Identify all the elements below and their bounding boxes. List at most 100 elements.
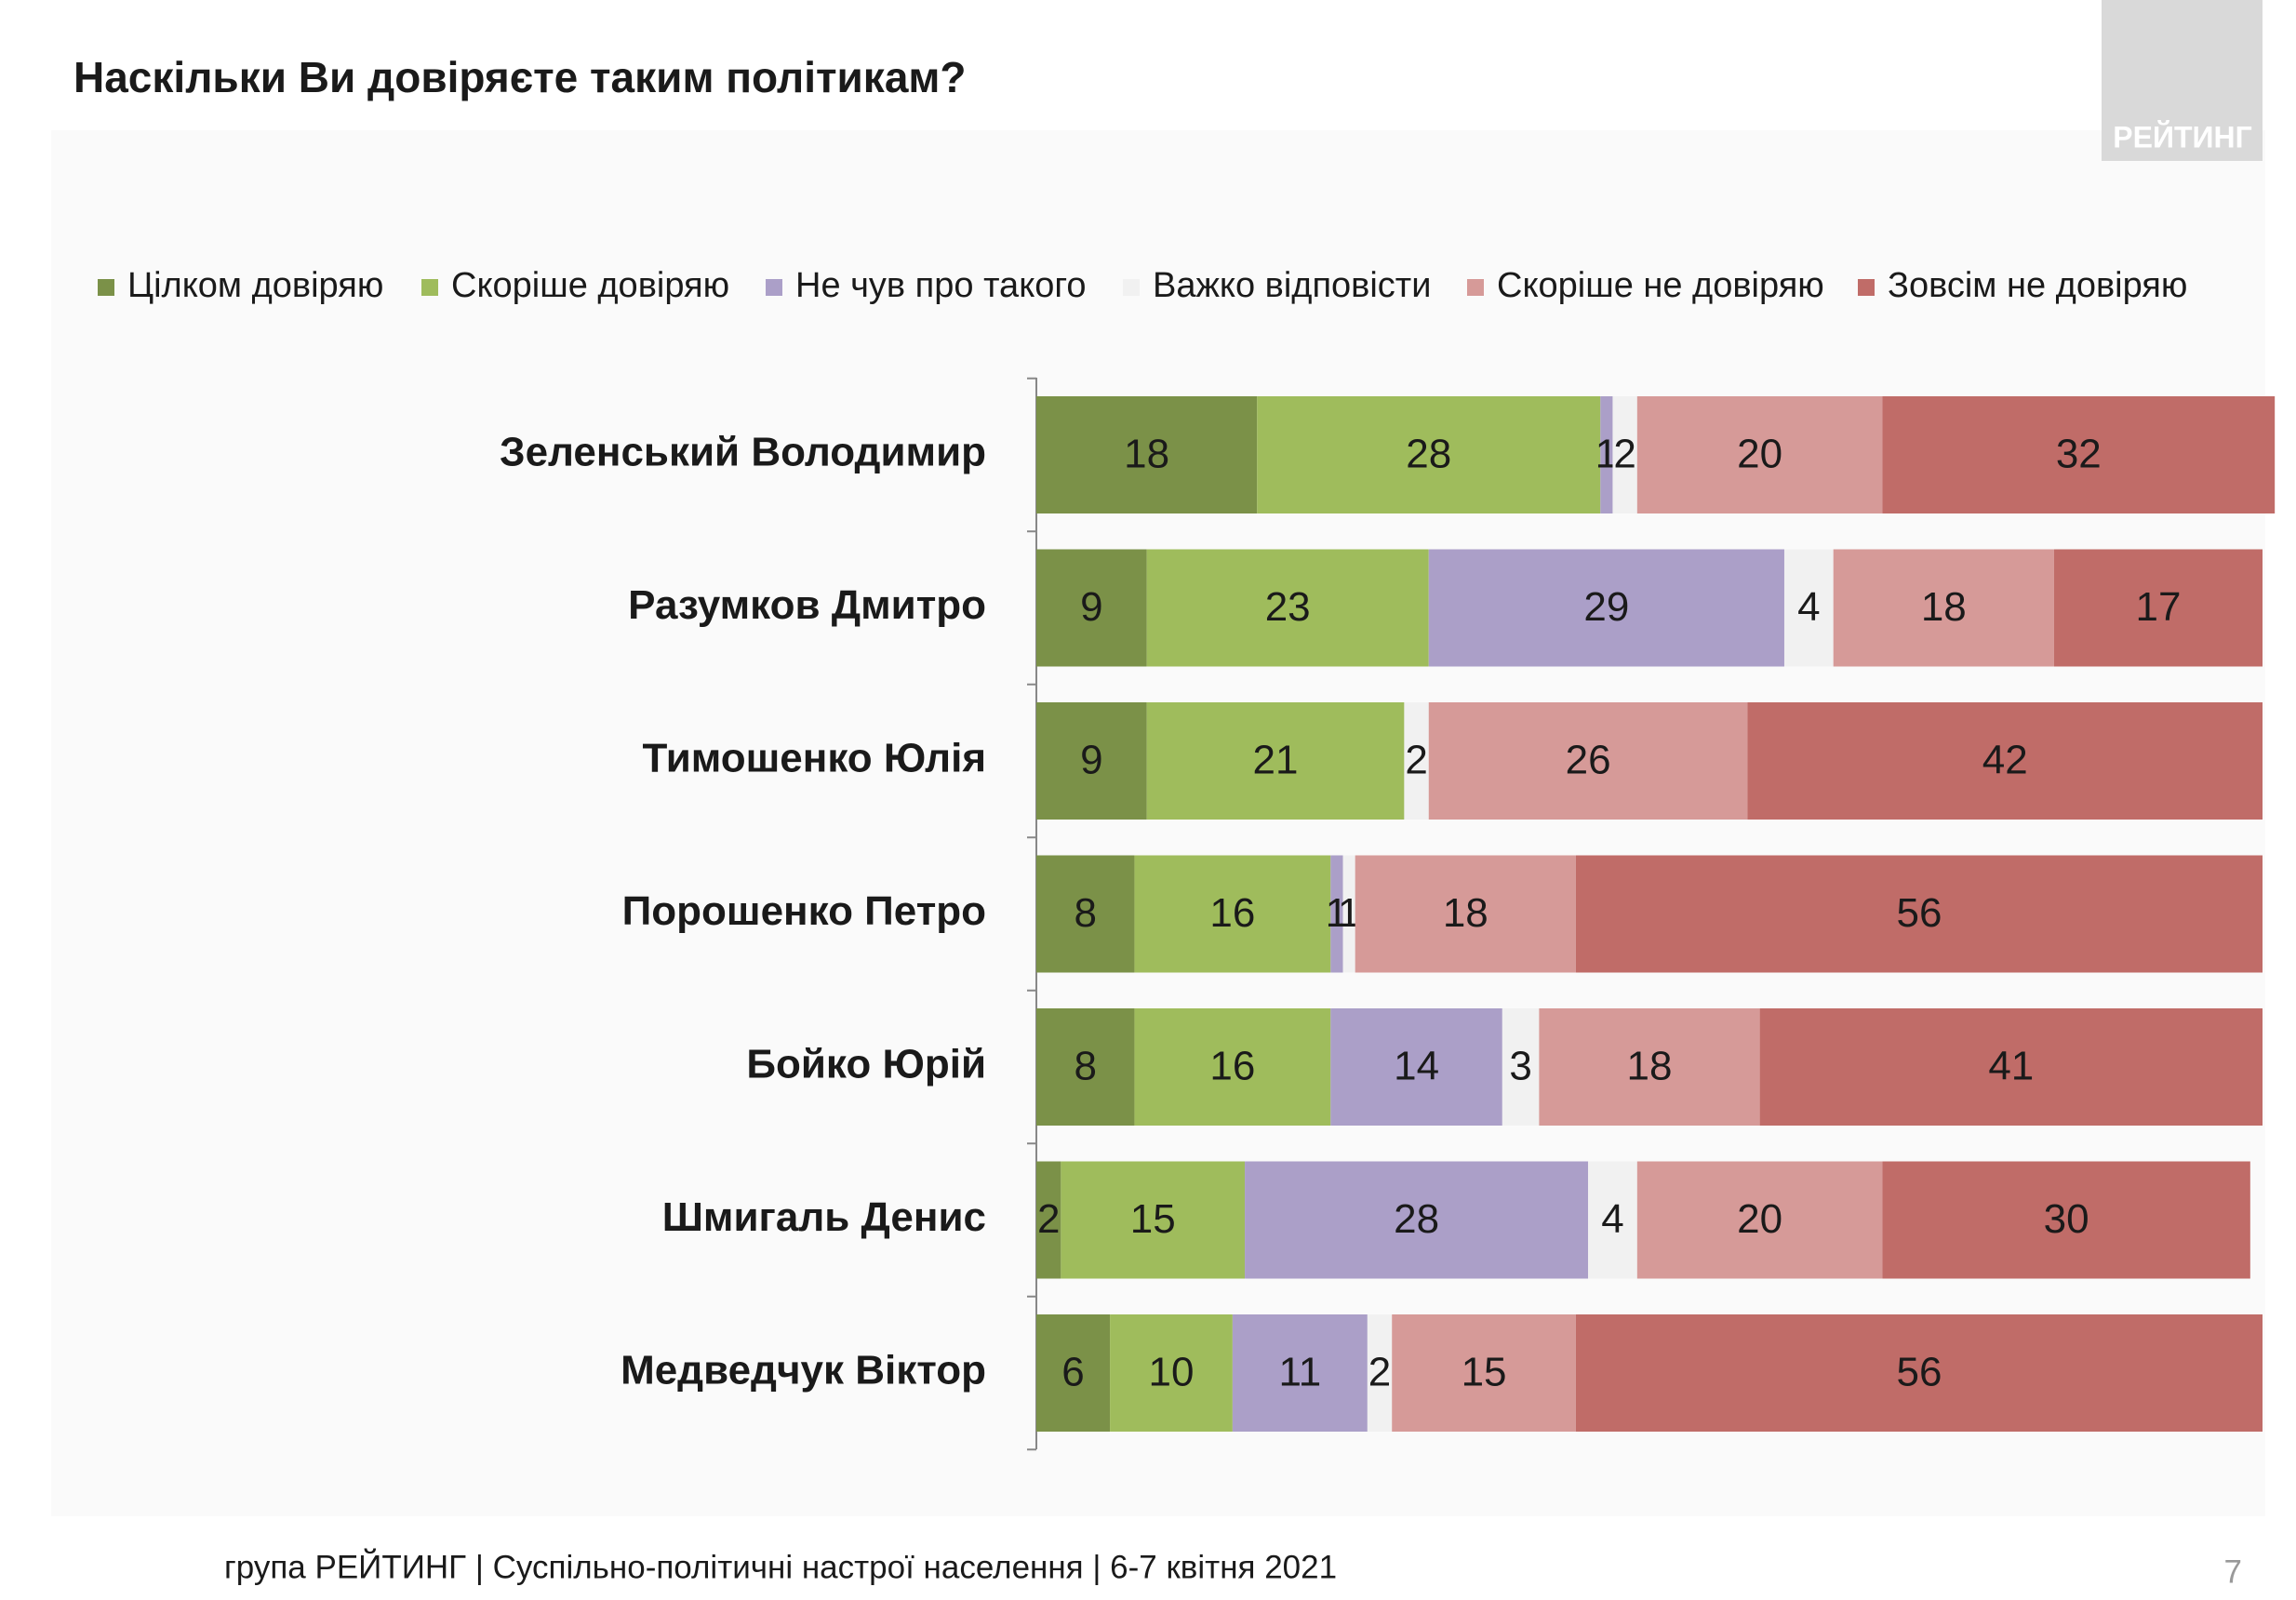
- legend-label: Зовсім не довіряю: [1888, 266, 2187, 305]
- bar-segment: [1036, 1314, 1111, 1432]
- bar-segment: [1036, 1008, 1135, 1126]
- data-label: 29: [1583, 584, 1629, 630]
- bar-segment: [1600, 396, 1613, 513]
- chart-title: Наскільки Ви довіряєте таким політикам?: [73, 53, 967, 101]
- data-label: 15: [1462, 1350, 1507, 1395]
- legend-swatch: [421, 279, 438, 296]
- data-label: 2: [1405, 738, 1427, 783]
- bar-segment: [1636, 1161, 1883, 1279]
- legend-label: Важко відповісти: [1153, 266, 1431, 305]
- bar-segment: [1036, 396, 1258, 513]
- data-label: 15: [1130, 1196, 1176, 1242]
- page-number: 7: [2224, 1553, 2242, 1590]
- bar-segment: [1232, 1314, 1368, 1432]
- legend-swatch: [766, 279, 782, 296]
- bar-segment: [1882, 396, 2276, 513]
- bar-segment: [1882, 1161, 2250, 1279]
- plot-background: [51, 130, 2265, 1516]
- category-label: Медведчук Віктор: [621, 1348, 986, 1393]
- data-label: 2: [1037, 1196, 1060, 1242]
- data-label: 21: [1253, 738, 1299, 783]
- data-label: 56: [1896, 890, 1942, 936]
- legend-swatch: [1467, 279, 1484, 296]
- category-label: Зеленський Володимир: [500, 430, 986, 475]
- bar-segment: [2053, 549, 2263, 667]
- data-label: 26: [1566, 738, 1611, 783]
- bar-segment: [1355, 855, 1576, 973]
- bar-segment: [1636, 396, 1883, 513]
- data-label: 16: [1209, 1044, 1255, 1089]
- bar-segment: [1502, 1008, 1540, 1126]
- data-label: 20: [1737, 432, 1782, 477]
- bar-segment: [1061, 1161, 1246, 1279]
- legend-label: Скоріше не довіряю: [1497, 266, 1824, 305]
- bar-segment: [1783, 549, 1834, 667]
- bar-segment: [1539, 1008, 1760, 1126]
- bar-segment: [1110, 1314, 1233, 1432]
- bar-segment: [1146, 549, 1429, 667]
- bar-segment: [1036, 549, 1147, 667]
- bar-segment: [1330, 855, 1343, 973]
- data-label: 4: [1797, 584, 1820, 630]
- data-label: 18: [1627, 1044, 1673, 1089]
- data-label: 18: [1921, 584, 1967, 630]
- bar-segment: [1036, 855, 1135, 973]
- bar-segment: [1588, 1161, 1637, 1279]
- footer: група РЕЙТИНГ | Суспільно-політичні наст…: [224, 1548, 1337, 1585]
- data-label: 18: [1443, 890, 1488, 936]
- legend-label: Не чув про такого: [795, 266, 1087, 305]
- legend-label: Цілком довіряю: [127, 266, 383, 305]
- bar-segment: [1036, 702, 1147, 820]
- data-label: 30: [2044, 1196, 2089, 1242]
- category-label: Тимошенко Юлія: [643, 736, 987, 781]
- bar-segment: [1342, 855, 1355, 973]
- bar-segment: [1575, 1314, 2263, 1432]
- bar-segment: [1134, 855, 1331, 973]
- bar-segment: [1146, 702, 1405, 820]
- category-label: Разумков Дмитро: [628, 582, 986, 628]
- category-label: Шмигаль Денис: [662, 1194, 986, 1240]
- bar-segment: [1367, 1314, 1393, 1432]
- data-label: 4: [1601, 1196, 1623, 1242]
- data-label: 17: [2135, 584, 2181, 630]
- data-label: 14: [1394, 1044, 1439, 1089]
- data-label: 6: [1061, 1350, 1084, 1395]
- data-label: 9: [1080, 584, 1102, 630]
- bar-segment: [1575, 855, 2263, 973]
- data-label: 10: [1149, 1350, 1195, 1395]
- data-label: 42: [1982, 738, 2028, 783]
- bar-segment: [1833, 549, 2054, 667]
- logo: РЕЙТИНГ: [2113, 120, 2251, 153]
- data-label: 11: [1279, 1350, 1322, 1395]
- legend-label: Скоріше довіряю: [451, 266, 729, 305]
- data-label: 32: [2056, 432, 2102, 477]
- data-label: 9: [1080, 738, 1102, 783]
- data-label: 41: [1988, 1044, 2034, 1089]
- bar-segment: [1134, 1008, 1331, 1126]
- bar-segment: [1036, 1161, 1061, 1279]
- bar-segment: [1428, 702, 1748, 820]
- bar-segment: [1245, 1161, 1589, 1279]
- bar-segment: [1404, 702, 1429, 820]
- data-label: 8: [1074, 890, 1096, 936]
- bar-segment: [1759, 1008, 2263, 1126]
- data-label: 23: [1265, 584, 1311, 630]
- data-label: 18: [1124, 432, 1169, 477]
- data-label: 2: [1613, 432, 1635, 477]
- logo-box: [2102, 0, 2263, 161]
- data-label: 20: [1737, 1196, 1782, 1242]
- legend-swatch: [1858, 279, 1875, 296]
- category-label: Порошенко Петро: [622, 888, 986, 934]
- bar-segment: [1612, 396, 1637, 513]
- legend-swatch: [98, 279, 114, 296]
- data-label: 3: [1509, 1044, 1531, 1089]
- data-label: 56: [1896, 1350, 1942, 1395]
- bar-segment: [1392, 1314, 1576, 1432]
- bar-segment: [1257, 396, 1601, 513]
- data-label: 2: [1368, 1350, 1391, 1395]
- data-label: 16: [1209, 890, 1255, 936]
- data-label: 8: [1074, 1044, 1096, 1089]
- legend-swatch: [1123, 279, 1140, 296]
- data-label: 28: [1394, 1196, 1439, 1242]
